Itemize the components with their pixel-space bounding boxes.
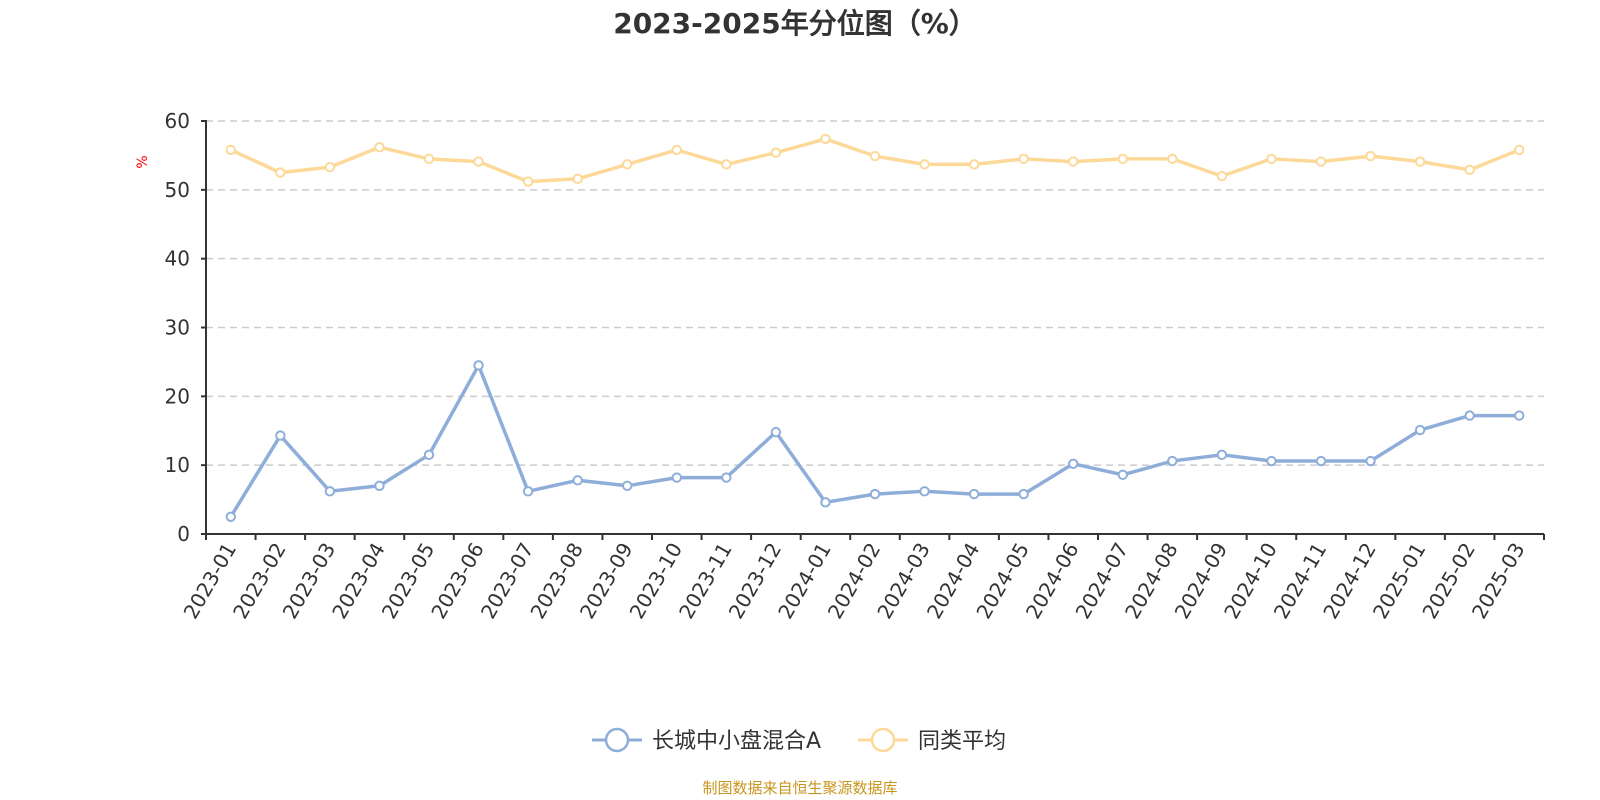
legend: 长城中小盘混合A 同类平均 bbox=[592, 727, 1006, 754]
data-point[interactable] bbox=[1167, 455, 1178, 467]
data-point[interactable] bbox=[721, 472, 732, 483]
data-point[interactable] bbox=[820, 497, 831, 508]
data-point[interactable] bbox=[1414, 424, 1426, 436]
data-point[interactable] bbox=[473, 360, 484, 371]
data-point[interactable] bbox=[770, 147, 782, 158]
data-point[interactable] bbox=[919, 159, 930, 170]
legend-label: 同类平均 bbox=[918, 729, 1006, 754]
legend-marker bbox=[870, 727, 896, 753]
data-point[interactable] bbox=[869, 150, 881, 162]
data-point[interactable] bbox=[423, 449, 435, 461]
data-point[interactable] bbox=[275, 167, 286, 178]
data-point[interactable] bbox=[324, 486, 336, 497]
y-tick-label: 30 bbox=[165, 316, 190, 340]
data-point[interactable] bbox=[721, 159, 732, 170]
data-point[interactable] bbox=[1068, 156, 1079, 167]
data-point[interactable] bbox=[225, 511, 236, 522]
data-point[interactable] bbox=[1315, 156, 1327, 167]
y-tick-label: 20 bbox=[165, 384, 190, 408]
data-point[interactable] bbox=[1266, 455, 1277, 467]
data-point[interactable] bbox=[968, 488, 980, 500]
data-point[interactable] bbox=[1117, 469, 1128, 481]
data-point[interactable] bbox=[1365, 455, 1376, 467]
data-point[interactable] bbox=[1464, 410, 1475, 421]
data-point[interactable] bbox=[374, 480, 385, 492]
legend-marker bbox=[604, 727, 630, 753]
data-point[interactable] bbox=[869, 488, 881, 500]
data-point[interactable] bbox=[423, 153, 435, 165]
data-point[interactable] bbox=[1018, 153, 1029, 165]
legend-item-2[interactable]: 同类平均 bbox=[858, 727, 1006, 754]
data-point[interactable] bbox=[1167, 153, 1178, 165]
data-point[interactable] bbox=[522, 176, 534, 187]
data-point[interactable] bbox=[572, 173, 583, 185]
data-point[interactable] bbox=[1117, 153, 1128, 165]
y-tick-label: 40 bbox=[165, 247, 190, 271]
data-point[interactable] bbox=[1018, 488, 1029, 500]
data-point[interactable] bbox=[622, 159, 633, 170]
data-point[interactable] bbox=[522, 486, 534, 497]
legend-label: 长城中小盘混合A bbox=[652, 729, 821, 754]
data-source-note: 制图数据来自恒生聚源数据库 bbox=[702, 779, 897, 797]
data-point[interactable] bbox=[324, 161, 336, 173]
chart-title: 2023-2025年分位图（%） bbox=[613, 7, 977, 40]
grid-lines bbox=[206, 120, 1544, 466]
data-point[interactable] bbox=[968, 159, 980, 170]
data-point[interactable] bbox=[671, 144, 682, 156]
data-point[interactable] bbox=[473, 156, 484, 167]
data-point[interactable] bbox=[1514, 144, 1525, 156]
data-point[interactable] bbox=[1414, 156, 1426, 167]
data-point[interactable] bbox=[374, 141, 385, 153]
data-point[interactable] bbox=[1068, 458, 1079, 469]
axes: 01020304050602023-012023-022023-032023-0… bbox=[165, 109, 1545, 623]
y-axis-unit: % bbox=[135, 155, 151, 168]
data-point[interactable] bbox=[1514, 410, 1525, 421]
y-tick-label: 60 bbox=[165, 109, 190, 133]
data-point[interactable] bbox=[1464, 164, 1475, 176]
data-point[interactable] bbox=[622, 480, 633, 492]
data-point[interactable] bbox=[572, 475, 583, 486]
data-point[interactable] bbox=[275, 430, 286, 441]
data-point[interactable] bbox=[1216, 449, 1228, 461]
series-layer bbox=[225, 133, 1525, 522]
y-tick-label: 50 bbox=[165, 178, 190, 202]
data-point[interactable] bbox=[1216, 170, 1228, 182]
data-point[interactable] bbox=[1315, 455, 1327, 467]
data-point[interactable] bbox=[1365, 150, 1376, 162]
y-tick-label: 10 bbox=[165, 453, 190, 477]
legend-item-1[interactable]: 长城中小盘混合A bbox=[592, 727, 821, 754]
data-point[interactable] bbox=[1266, 153, 1277, 165]
data-point[interactable] bbox=[820, 133, 831, 145]
y-tick-label: 0 bbox=[177, 522, 190, 546]
data-point[interactable] bbox=[671, 472, 682, 483]
data-point[interactable] bbox=[770, 426, 782, 438]
data-point[interactable] bbox=[919, 486, 930, 497]
data-point[interactable] bbox=[225, 144, 236, 156]
